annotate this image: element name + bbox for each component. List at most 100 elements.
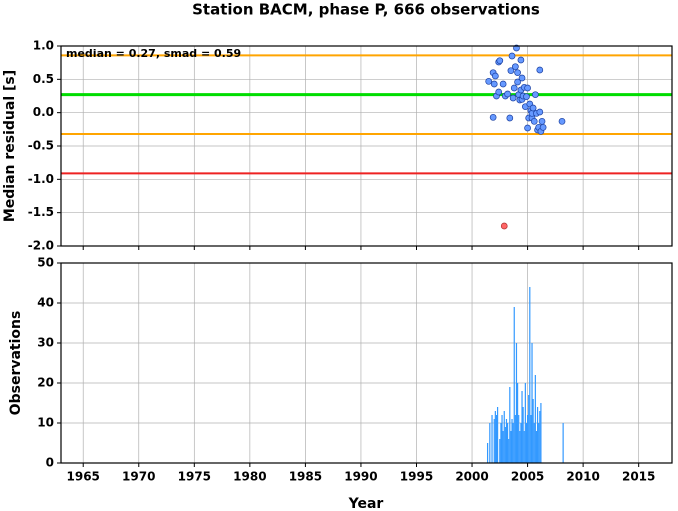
bar xyxy=(534,375,536,463)
point xyxy=(518,74,526,82)
bar xyxy=(520,423,522,463)
x-axis-label: Year xyxy=(348,496,384,511)
bar xyxy=(493,419,495,463)
x-tick-label: 1975 xyxy=(178,470,211,484)
bar xyxy=(525,423,528,463)
point xyxy=(539,123,547,131)
bar xyxy=(524,383,526,463)
bar xyxy=(502,431,504,463)
bar xyxy=(509,387,511,463)
bar xyxy=(503,411,505,463)
bar xyxy=(562,423,564,463)
bar xyxy=(512,423,514,463)
point xyxy=(538,117,546,125)
point xyxy=(499,80,507,88)
point xyxy=(504,90,511,98)
bar xyxy=(514,415,516,463)
point xyxy=(530,117,538,125)
x-tick-label: 2005 xyxy=(511,470,544,484)
x-tick-label: 1995 xyxy=(400,470,433,484)
bar xyxy=(496,407,499,463)
y-tick-label: 0.5 xyxy=(33,72,54,86)
bar xyxy=(533,423,535,463)
bar xyxy=(513,307,515,463)
point xyxy=(495,88,503,96)
y-tick-label: 10 xyxy=(37,416,54,430)
point xyxy=(524,124,531,132)
point xyxy=(507,67,515,75)
point xyxy=(536,108,544,116)
bar xyxy=(506,423,509,463)
bar xyxy=(504,427,506,463)
bar xyxy=(521,391,523,463)
x-tick-label: 2015 xyxy=(622,470,655,484)
x-tick-label: 2010 xyxy=(566,470,599,484)
point xyxy=(532,91,539,99)
bar xyxy=(486,443,489,463)
x-tick-label: 2000 xyxy=(455,470,488,484)
bar xyxy=(499,439,501,463)
point xyxy=(514,78,521,86)
bar xyxy=(535,431,538,463)
bar xyxy=(510,431,512,463)
y-tick-label: -1.5 xyxy=(28,205,54,219)
bar xyxy=(500,423,502,463)
bar xyxy=(491,415,493,463)
point xyxy=(524,84,531,92)
bar xyxy=(540,403,542,463)
y-tick-label: -0.5 xyxy=(28,139,54,153)
bar xyxy=(523,431,525,463)
point xyxy=(512,63,519,71)
bar xyxy=(536,407,539,463)
bar xyxy=(522,407,524,463)
point xyxy=(523,93,530,101)
plot-frame xyxy=(60,45,673,247)
point xyxy=(510,84,518,92)
bar xyxy=(519,431,521,463)
y-tick-label: 20 xyxy=(37,376,54,390)
point xyxy=(529,104,537,112)
point xyxy=(536,66,544,74)
bar xyxy=(539,411,541,463)
y-axis-label: Observations xyxy=(8,311,24,416)
point xyxy=(490,80,498,88)
point xyxy=(558,117,566,125)
x-tick-label: 1965 xyxy=(67,470,100,484)
bar xyxy=(489,423,491,463)
bar xyxy=(511,419,513,463)
bar xyxy=(538,423,540,463)
bar xyxy=(501,415,503,463)
chart-title: Station BACM, phase P, 666 observations xyxy=(192,1,540,19)
bar xyxy=(505,419,508,463)
bar xyxy=(531,343,533,463)
y-tick-label: 0 xyxy=(46,456,54,470)
y-tick-label: -1.0 xyxy=(28,172,54,186)
point xyxy=(496,57,504,65)
bar xyxy=(530,415,532,463)
bar xyxy=(529,287,531,463)
point xyxy=(489,113,497,121)
y-tick-label: -2.0 xyxy=(28,239,54,253)
point xyxy=(514,69,521,77)
point xyxy=(492,72,499,80)
bar xyxy=(515,343,518,463)
y-tick-label: 40 xyxy=(37,296,54,310)
point xyxy=(509,94,517,102)
y-tick-label: 30 xyxy=(37,336,54,350)
bar xyxy=(526,415,529,463)
annotation: median = 0.27, smad = 0.59 xyxy=(66,47,241,60)
y-tick-label: 50 xyxy=(37,256,54,270)
x-tick-label: 1980 xyxy=(233,470,266,484)
point xyxy=(485,77,493,85)
bar xyxy=(532,399,534,463)
bar xyxy=(528,395,530,463)
bar xyxy=(518,415,520,463)
bar xyxy=(516,383,519,463)
y-axis-label: Median residual [s] xyxy=(2,70,18,222)
bar xyxy=(508,439,510,463)
point xyxy=(517,56,525,64)
plot-frame xyxy=(60,262,673,464)
x-tick-label: 1970 xyxy=(122,470,155,484)
point xyxy=(500,222,508,230)
